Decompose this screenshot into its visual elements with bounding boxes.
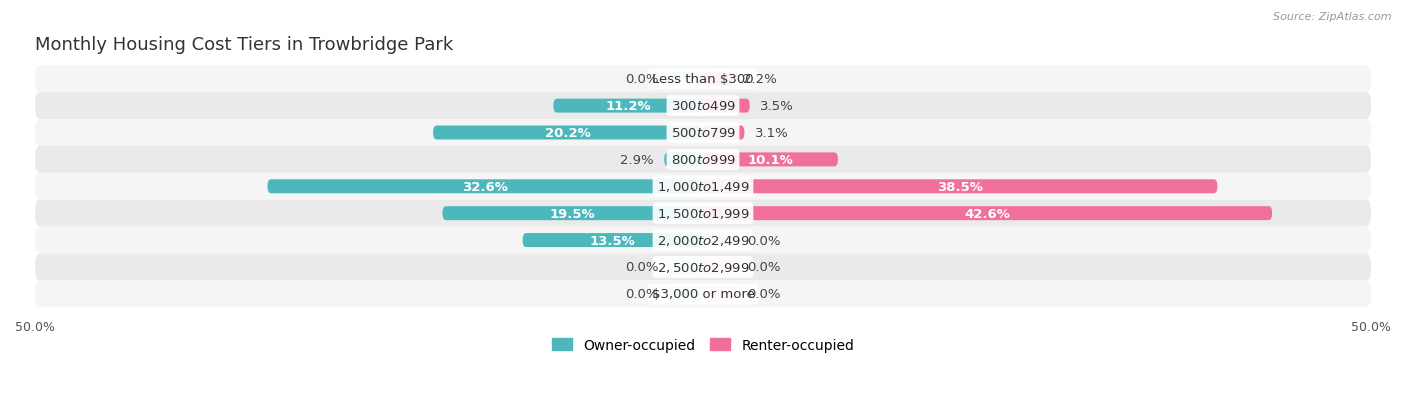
FancyBboxPatch shape [35, 173, 1371, 200]
Text: $300 to $499: $300 to $499 [671, 100, 735, 113]
Text: $1,000 to $1,499: $1,000 to $1,499 [657, 180, 749, 194]
Text: 32.6%: 32.6% [463, 180, 508, 193]
FancyBboxPatch shape [35, 93, 1371, 120]
FancyBboxPatch shape [35, 147, 1371, 173]
FancyBboxPatch shape [703, 153, 838, 167]
Text: 19.5%: 19.5% [550, 207, 596, 220]
Text: 2.9%: 2.9% [620, 154, 654, 166]
FancyBboxPatch shape [267, 180, 703, 194]
Text: 3.1%: 3.1% [755, 127, 789, 140]
Text: $2,500 to $2,999: $2,500 to $2,999 [657, 260, 749, 274]
Text: $3,000 or more: $3,000 or more [651, 287, 755, 301]
FancyBboxPatch shape [703, 287, 737, 301]
Text: Monthly Housing Cost Tiers in Trowbridge Park: Monthly Housing Cost Tiers in Trowbridge… [35, 36, 453, 54]
Text: $800 to $999: $800 to $999 [671, 154, 735, 166]
FancyBboxPatch shape [433, 126, 703, 140]
Text: 3.5%: 3.5% [761, 100, 794, 113]
Text: 0.0%: 0.0% [747, 234, 780, 247]
Text: 0.0%: 0.0% [626, 73, 659, 86]
FancyBboxPatch shape [35, 254, 1371, 281]
FancyBboxPatch shape [35, 200, 1371, 227]
FancyBboxPatch shape [35, 66, 1371, 93]
FancyBboxPatch shape [703, 260, 737, 274]
FancyBboxPatch shape [703, 126, 744, 140]
FancyBboxPatch shape [35, 227, 1371, 254]
Text: $2,000 to $2,499: $2,000 to $2,499 [657, 233, 749, 247]
Text: 2.2%: 2.2% [744, 73, 778, 86]
Text: 0.0%: 0.0% [626, 287, 659, 301]
Text: 0.0%: 0.0% [747, 261, 780, 274]
FancyBboxPatch shape [703, 73, 733, 86]
Text: 42.6%: 42.6% [965, 207, 1011, 220]
Text: 38.5%: 38.5% [938, 180, 983, 193]
FancyBboxPatch shape [703, 233, 737, 247]
Legend: Owner-occupied, Renter-occupied: Owner-occupied, Renter-occupied [546, 332, 860, 358]
Text: 0.0%: 0.0% [747, 287, 780, 301]
FancyBboxPatch shape [443, 206, 703, 221]
FancyBboxPatch shape [35, 281, 1371, 308]
FancyBboxPatch shape [703, 180, 1218, 194]
Text: $1,500 to $1,999: $1,500 to $1,999 [657, 206, 749, 221]
FancyBboxPatch shape [35, 120, 1371, 147]
FancyBboxPatch shape [669, 260, 703, 274]
FancyBboxPatch shape [664, 153, 703, 167]
FancyBboxPatch shape [554, 100, 703, 113]
FancyBboxPatch shape [669, 287, 703, 301]
Text: 0.0%: 0.0% [626, 261, 659, 274]
FancyBboxPatch shape [703, 100, 749, 113]
FancyBboxPatch shape [669, 73, 703, 86]
Text: Less than $300: Less than $300 [652, 73, 754, 86]
FancyBboxPatch shape [523, 233, 703, 247]
Text: $500 to $799: $500 to $799 [671, 127, 735, 140]
Text: 13.5%: 13.5% [591, 234, 636, 247]
Text: 20.2%: 20.2% [546, 127, 591, 140]
Text: 10.1%: 10.1% [748, 154, 793, 166]
Text: 11.2%: 11.2% [606, 100, 651, 113]
Text: Source: ZipAtlas.com: Source: ZipAtlas.com [1274, 12, 1392, 22]
FancyBboxPatch shape [703, 206, 1272, 221]
